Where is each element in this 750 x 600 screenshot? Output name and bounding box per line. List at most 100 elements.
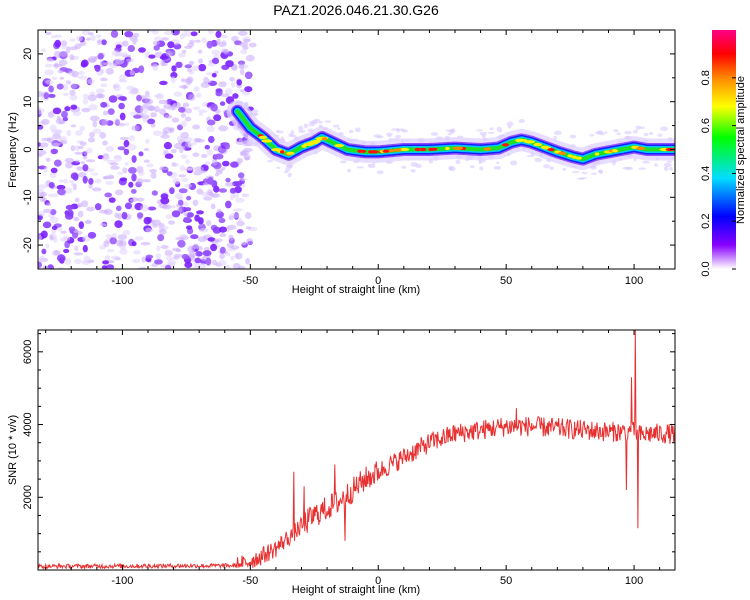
noise-speckle — [63, 178, 68, 184]
noise-speckle — [97, 53, 104, 60]
noise-speckle — [88, 104, 98, 111]
noise-speckle — [108, 197, 116, 203]
ridge-hot-spot — [636, 146, 646, 150]
noise-speckle — [201, 154, 208, 158]
noise-speckle — [62, 84, 68, 91]
x-tick-label: -100 — [111, 575, 133, 587]
noise-speckle — [233, 192, 239, 199]
noise-speckle — [73, 216, 80, 222]
noise-speckle — [245, 54, 255, 62]
noise-speckle — [59, 76, 64, 80]
noise-speckle — [239, 151, 248, 157]
noise-speckle — [236, 229, 244, 234]
ridge-halo-speck — [396, 128, 400, 131]
noise-speckle — [230, 161, 239, 168]
ridge-hot-spot — [357, 149, 363, 153]
noise-speckle — [170, 71, 178, 79]
noise-speckle — [171, 65, 177, 72]
noise-speckle — [206, 189, 214, 193]
noise-speckle — [87, 94, 97, 102]
noise-speckle — [92, 121, 98, 128]
ridge-halo-speck — [579, 177, 587, 180]
noise-speckle — [42, 208, 53, 213]
ridge-hot-spot — [419, 147, 427, 152]
ridge-halo-speck — [368, 164, 372, 167]
noise-speckle — [206, 148, 213, 156]
noise-speckle — [53, 159, 62, 167]
noise-speckle — [131, 173, 137, 182]
noise-speckle — [102, 110, 109, 116]
noise-speckle — [134, 236, 144, 241]
noise-speckle — [238, 137, 243, 145]
noise-speckle — [99, 60, 105, 68]
noise-speckle — [136, 197, 145, 202]
noise-speckle — [159, 167, 169, 171]
noise-speckle — [188, 94, 196, 101]
ridge-halo-speck — [569, 134, 577, 139]
noise-speckle — [154, 105, 160, 113]
ridge-halo-speck — [562, 168, 567, 171]
noise-speckle — [177, 239, 186, 248]
noise-speckle — [208, 135, 215, 144]
ridge-halo-speck — [308, 123, 315, 127]
noise-speckle — [180, 78, 186, 83]
noise-speckle — [191, 141, 198, 146]
noise-speckle — [214, 153, 224, 160]
noise-speckle — [105, 145, 115, 152]
noise-speckle — [138, 65, 145, 74]
noise-speckle — [101, 265, 108, 269]
noise-speckle — [116, 171, 124, 175]
noise-speckle — [61, 110, 68, 119]
noise-speckle — [86, 168, 95, 173]
noise-speckle — [88, 177, 94, 185]
noise-speckle — [38, 211, 46, 217]
noise-speckle — [159, 228, 167, 235]
noise-speckle — [147, 30, 156, 33]
noise-speckle — [140, 204, 150, 212]
noise-speckle — [133, 250, 141, 255]
noise-speckle — [87, 32, 94, 36]
noise-speckle — [182, 30, 191, 37]
noise-speckle — [143, 147, 150, 152]
noise-speckle — [44, 63, 53, 68]
noise-speckle — [86, 37, 91, 41]
noise-speckle — [180, 113, 187, 118]
ridge-halo-speck — [450, 128, 456, 133]
ridge-halo-speck — [603, 131, 608, 134]
noise-speckle — [54, 39, 62, 48]
noise-speckle — [64, 106, 71, 112]
noise-speckle — [70, 83, 78, 89]
ridge-halo-speck — [290, 134, 297, 138]
noise-speckle — [118, 96, 127, 101]
noise-speckle — [245, 226, 252, 230]
noise-speckle — [53, 249, 60, 256]
noise-speckle — [62, 92, 69, 97]
x-tick-label: 50 — [500, 575, 512, 587]
noise-speckle — [105, 180, 114, 185]
noise-speckle — [151, 219, 161, 226]
noise-speckle — [63, 235, 71, 241]
noise-speckle — [230, 255, 235, 261]
colorbar-tick-label: 0.4 — [700, 166, 712, 181]
noise-speckle — [201, 83, 211, 87]
noise-speckle — [162, 126, 173, 134]
ridge-halo-speck — [654, 163, 659, 167]
noise-speckle — [238, 265, 246, 269]
ridge-hot-spot — [524, 140, 536, 144]
noise-speckle — [199, 263, 206, 269]
noise-speckle — [74, 151, 84, 155]
noise-speckle — [48, 93, 56, 98]
noise-speckle — [130, 111, 137, 116]
ridge-halo-speck — [447, 133, 452, 136]
noise-speckle — [118, 102, 125, 110]
noise-speckle — [51, 76, 58, 81]
noise-speckle — [125, 122, 130, 126]
noise-speckle — [155, 253, 162, 260]
noise-speckle — [49, 171, 57, 179]
noise-speckle — [140, 107, 148, 115]
noise-speckle — [215, 211, 224, 219]
ridge-halo-speck — [376, 135, 384, 139]
noise-speckle — [194, 39, 201, 43]
snr-x-axis-label: Height of straight line (km) — [292, 584, 420, 596]
noise-speckle — [165, 255, 173, 261]
